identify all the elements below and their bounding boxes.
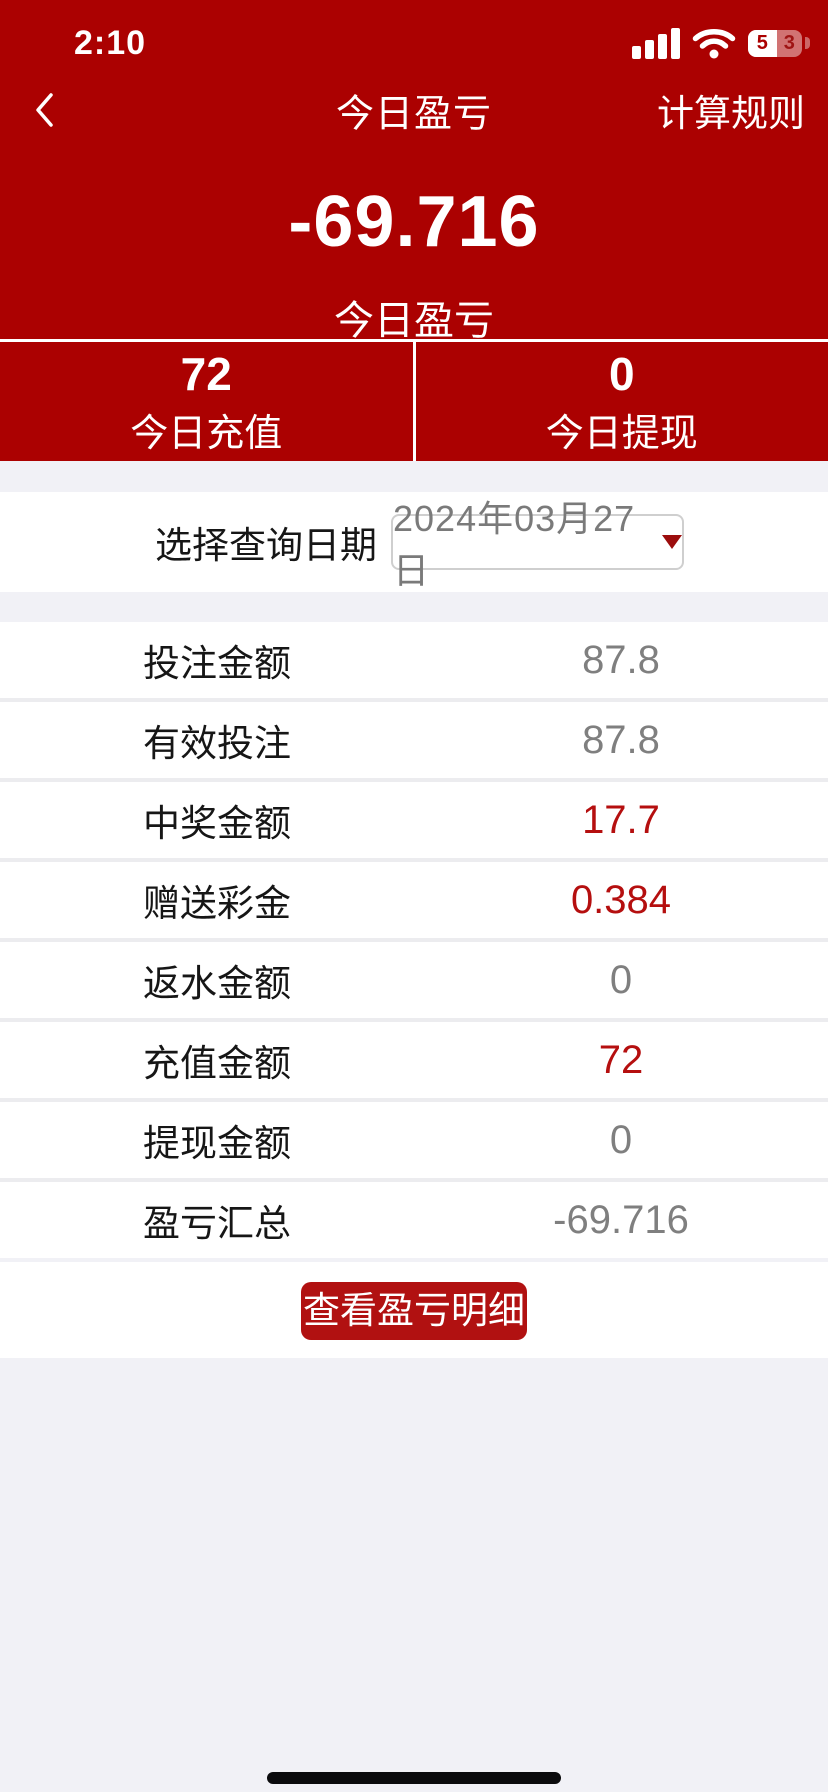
table-row-profit-loss-total: 盈亏汇总 -69.716 xyxy=(0,1182,828,1258)
chevron-left-icon xyxy=(36,93,53,127)
back-button[interactable] xyxy=(34,88,70,132)
table-row-rebate: 返水金额 0 xyxy=(0,942,828,1018)
substat-withdraw: 0 今日提现 xyxy=(416,342,828,461)
row-value: 0 xyxy=(609,957,633,1002)
date-picker-row: 选择查询日期 2024年03月27日 xyxy=(0,492,828,592)
row-label: 提现金额 xyxy=(143,1123,291,1164)
row-value: 0.384 xyxy=(570,877,672,922)
today-withdraw-label: 今日提现 xyxy=(545,412,698,455)
home-indicator[interactable] xyxy=(267,1772,561,1784)
row-value: 87.8 xyxy=(582,717,660,762)
view-profit-loss-details-button[interactable]: 查看盈亏明细 xyxy=(301,1282,527,1340)
today-withdraw-value: 0 xyxy=(608,347,635,400)
dropdown-arrow-icon xyxy=(662,535,682,549)
today-deposit-value: 72 xyxy=(180,347,232,400)
substats-row: 72 今日充值 0 今日提现 xyxy=(0,342,828,461)
substat-deposit: 72 今日充值 xyxy=(0,342,416,461)
status-icons: 5 3 xyxy=(632,27,810,59)
row-label: 中奖金额 xyxy=(143,803,291,844)
today-deposit-label: 今日充值 xyxy=(130,412,283,455)
wifi-icon xyxy=(692,29,736,59)
battery-percent-digit-left: 5 xyxy=(756,32,768,54)
row-value: 72 xyxy=(598,1037,644,1082)
cellular-signal-icon xyxy=(632,27,680,59)
row-label: 盈亏汇总 xyxy=(143,1203,291,1244)
page-title: 今日盈亏 xyxy=(335,93,493,136)
spacer xyxy=(0,592,828,622)
battery-fill xyxy=(748,29,777,57)
table-row-winning-amount: 中奖金额 17.7 xyxy=(0,782,828,858)
status-time: 2:10 xyxy=(74,23,147,62)
hero-divider xyxy=(0,339,828,342)
row-label: 投注金额 xyxy=(143,643,291,684)
table-row-bonus: 赠送彩金 0.384 xyxy=(0,862,828,938)
table-row-bet-amount: 投注金额 87.8 xyxy=(0,622,828,698)
battery-cap xyxy=(805,37,810,49)
status-bar: 2:10 5 3 xyxy=(0,0,828,72)
row-value: -69.716 xyxy=(553,1197,689,1242)
today-profit-loss-label: 今日盈亏 xyxy=(334,299,494,343)
date-picker-label: 选择查询日期 xyxy=(155,525,377,566)
nav-bar: 今日盈亏 计算规则 xyxy=(0,72,828,148)
row-label: 赠送彩金 xyxy=(143,883,291,924)
row-value: 0 xyxy=(609,1117,633,1162)
battery-percent-digit-right: 3 xyxy=(783,32,795,54)
spacer xyxy=(0,461,828,492)
stats-table: 投注金额 87.8 有效投注 87.8 中奖金额 17.7 赠送彩金 0.384… xyxy=(0,622,828,1258)
hero-header: 2:10 5 3 xyxy=(0,0,828,343)
date-picker-select[interactable]: 2024年03月27日 xyxy=(391,498,684,591)
today-profit-loss-amount: -69.716 xyxy=(288,182,540,262)
hero-summary: -69.716 今日盈亏 xyxy=(0,148,828,346)
row-label: 返水金额 xyxy=(143,963,291,1004)
row-value: 17.7 xyxy=(582,797,660,842)
row-value: 87.8 xyxy=(582,637,660,682)
table-row-withdraw-amount: 提现金额 0 xyxy=(0,1102,828,1178)
date-picker-value: 2024年03月27日 xyxy=(393,498,636,591)
calculation-rules-link[interactable]: 计算规则 xyxy=(657,93,805,134)
battery-icon: 5 3 xyxy=(748,29,810,57)
row-label: 有效投注 xyxy=(143,723,291,764)
table-row-valid-bet: 有效投注 87.8 xyxy=(0,702,828,778)
button-section: 查看盈亏明细 xyxy=(0,1262,828,1358)
row-label: 充值金额 xyxy=(143,1043,291,1084)
table-row-deposit-amount: 充值金额 72 xyxy=(0,1022,828,1098)
